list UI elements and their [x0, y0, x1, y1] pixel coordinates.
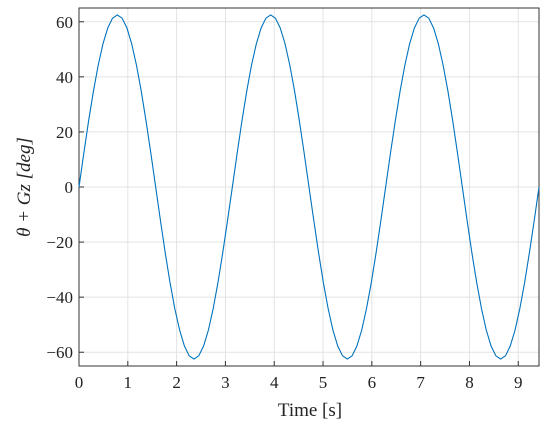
x-tick-label: 0 — [75, 373, 84, 392]
y-tick-label: 40 — [56, 68, 73, 87]
x-tick-label: 2 — [172, 373, 181, 392]
x-tick-label: 7 — [416, 373, 425, 392]
x-tick-label: 9 — [514, 373, 523, 392]
y-tick-label: 60 — [56, 13, 73, 32]
y-tick-label: −40 — [46, 288, 73, 307]
x-tick-label: 4 — [270, 373, 279, 392]
x-axis-label: Time [s] — [278, 400, 342, 421]
x-tick-label: 3 — [221, 373, 230, 392]
x-tick-label: 1 — [124, 373, 133, 392]
y-tick-label: 20 — [56, 123, 73, 142]
y-tick-label: −20 — [46, 233, 73, 252]
x-tick-label: 5 — [319, 373, 328, 392]
y-axis-label: θ + Gz [deg] — [14, 137, 35, 237]
x-tick-label: 8 — [465, 373, 474, 392]
x-tick-label: 6 — [368, 373, 377, 392]
data-line — [78, 14, 540, 360]
y-tick-label: 0 — [65, 178, 74, 197]
y-tick-label: −60 — [46, 343, 73, 362]
